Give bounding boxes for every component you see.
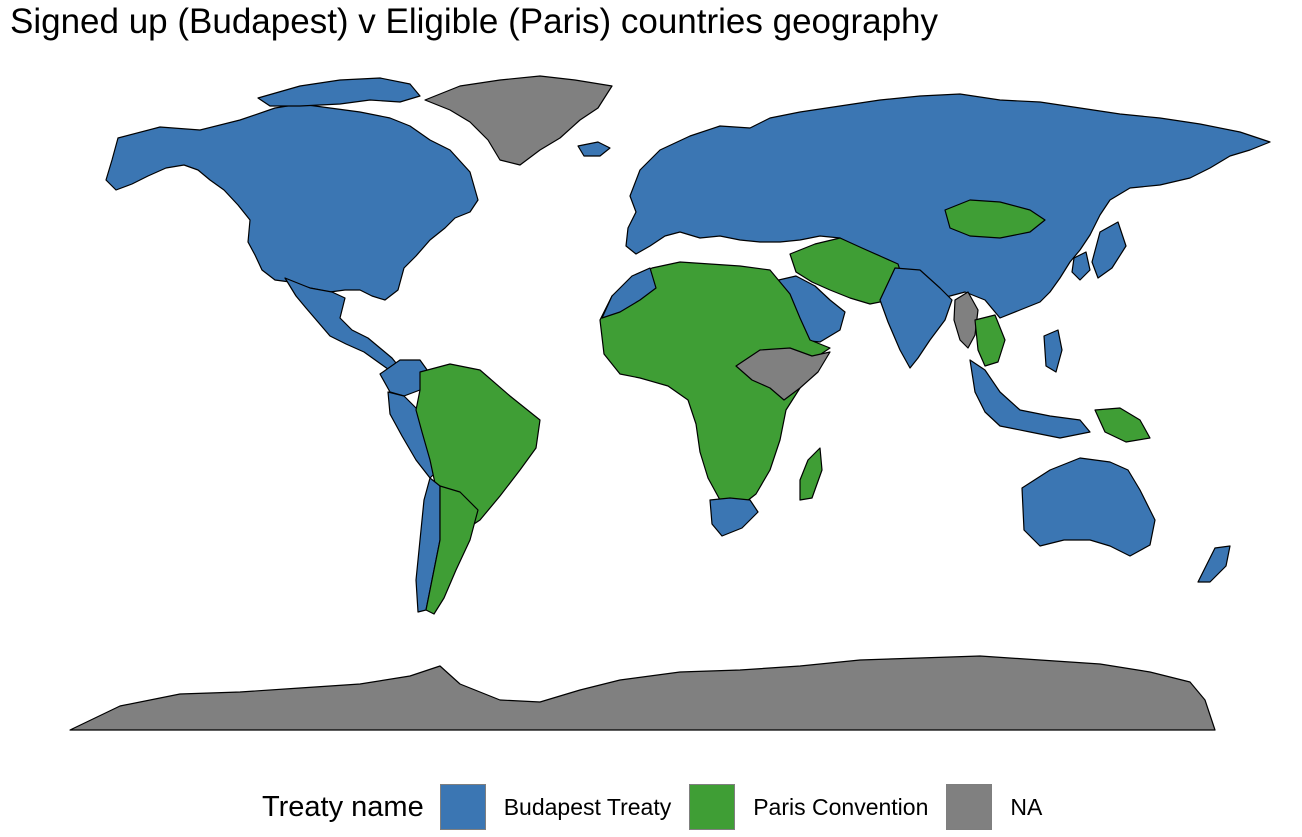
region-eurasia (625, 93, 1271, 319)
region-australia (1021, 457, 1156, 557)
region-iceland (577, 141, 611, 157)
legend-swatch-paris (689, 784, 736, 830)
region-arctic-islands (257, 77, 421, 107)
region-indonesia (969, 359, 1091, 439)
legend: Treaty name Budapest Treaty Paris Conven… (262, 782, 1060, 832)
legend-label-budapest: Budapest Treaty (503, 793, 672, 820)
legend-item-na: NA (946, 784, 1042, 830)
region-india (879, 267, 953, 369)
region-antarctica (69, 655, 1216, 731)
region-africa (599, 261, 831, 509)
legend-swatch-budapest (439, 784, 486, 830)
legend-label-na: NA (1010, 793, 1043, 820)
region-greenland (424, 75, 613, 166)
region-morocco (601, 267, 657, 319)
legend-label-paris: Paris Convention (753, 793, 929, 820)
legend-item-budapest: Budapest Treaty (439, 784, 672, 830)
legend-item-paris: Paris Convention (689, 784, 928, 830)
region-horn-of-africa (735, 347, 831, 401)
region-japan (1091, 221, 1127, 279)
region-south-africa (709, 497, 759, 537)
region-myanmar (953, 291, 979, 349)
legend-title: Treaty name (262, 790, 424, 823)
region-mongolia (944, 199, 1046, 239)
region-png (1094, 407, 1151, 443)
region-madagascar (799, 447, 823, 501)
legend-swatch-na (946, 784, 993, 830)
region-korea (1071, 251, 1091, 281)
region-philippines (1043, 329, 1063, 373)
region-new-zealand (1197, 545, 1231, 583)
region-southeast-asia (974, 314, 1006, 367)
region-argentina (425, 485, 479, 615)
map-title: Signed up (Budapest) v Eligible (Paris) … (10, 2, 939, 41)
region-north-america (105, 103, 479, 301)
